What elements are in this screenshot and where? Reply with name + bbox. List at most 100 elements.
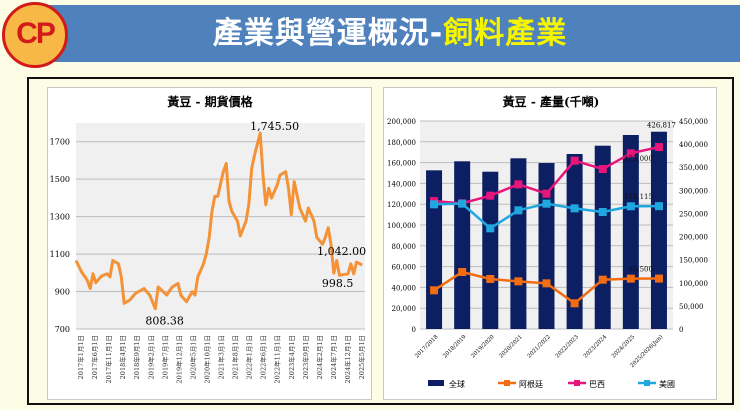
- price-line: [74, 131, 363, 311]
- chart-title: 黃豆 - 期貨價格: [166, 94, 253, 109]
- series-marker: [542, 189, 551, 198]
- data-label: 48,500: [628, 266, 653, 274]
- x-tick-label: 2022年11月1日: [273, 335, 282, 383]
- series-marker: [626, 274, 635, 283]
- x-tick-label: 2020/2021: [498, 334, 523, 359]
- x-tick-label: 2021年8月1日: [231, 335, 240, 379]
- title-banner: [40, 5, 740, 62]
- series-marker: [598, 275, 607, 284]
- y-tick-label: 1500: [50, 175, 70, 184]
- chart-title: 黃豆 - 產量(千噸): [502, 94, 600, 109]
- series-marker: [486, 274, 495, 283]
- right-y-tick-label: 200,000: [679, 234, 708, 242]
- series-marker: [430, 286, 439, 295]
- x-tick-label: 2023/2024: [583, 334, 609, 360]
- x-tick-label: 2019/2020: [470, 334, 496, 360]
- x-tick-label: 2017年6月1日: [90, 335, 99, 379]
- legend-label: 全球: [449, 379, 465, 389]
- series-marker: [654, 143, 663, 151]
- left-y-tick-label: 120,000: [387, 201, 416, 209]
- data-label: 426,817: [647, 122, 676, 130]
- legend-swatch: [428, 380, 444, 386]
- series-marker: [486, 224, 495, 233]
- right-y-tick-label: 50,000: [679, 303, 704, 311]
- series-marker: [570, 299, 579, 308]
- left-y-tick-label: 160,000: [387, 160, 416, 168]
- series-marker: [598, 208, 607, 216]
- x-tick-label: 2024年7月1日: [329, 335, 338, 379]
- series-marker: [542, 199, 551, 208]
- production-chart-panel: 黃豆 - 產量(千噸) 0 20,000 40,000 60,000 80,000 100,…: [383, 87, 717, 400]
- left-y-tick-label: 80,000: [392, 243, 417, 251]
- bar-global: [622, 135, 639, 329]
- y-tick-label: 1100: [50, 250, 70, 259]
- series-marker: [486, 191, 495, 200]
- production-chart: 黃豆 - 產量(千噸) 0 20,000 40,000 60,000 80,000 100,…: [387, 94, 708, 389]
- x-tick-label: 2017/2018: [414, 334, 440, 360]
- bar-global: [426, 170, 443, 329]
- legend-label: 巴西: [589, 380, 605, 389]
- price-chart: 黃豆 - 期貨價格 700 900 1100 1300 1500 1700 2017年1月1日…: [50, 94, 367, 383]
- right-y-tick-label: 150,000: [679, 257, 708, 265]
- series-marker: [570, 156, 579, 165]
- price-chart-panel: 黃豆 - 期貨價格 700 900 1100 1300 1500 1700 2017年1月1日…: [47, 87, 372, 400]
- data-label: 1,042.00: [317, 245, 366, 258]
- series-marker: [514, 180, 523, 189]
- bar-global: [482, 171, 499, 329]
- x-tick-label: 2024/2025: [611, 334, 637, 360]
- x-tick-label: 2018/2019: [442, 334, 468, 360]
- x-tick-label: 2022/2023: [555, 334, 581, 360]
- data-label: 998.5: [322, 277, 354, 290]
- series-marker: [654, 274, 663, 283]
- x-tick-label: 2020年5月1日: [188, 335, 197, 379]
- x-tick-label: 2018年9月1日: [132, 335, 141, 379]
- x-tick-label: 2020年10月1日: [202, 335, 211, 383]
- left-y-tick-label: 100,000: [387, 222, 416, 230]
- x-tick-label: 2019年2月1日: [146, 335, 155, 379]
- legend-marker: [574, 380, 580, 386]
- x-tick-label: 2024年2月1日: [315, 335, 324, 379]
- right-y-tick-label: 450,000: [679, 118, 708, 126]
- right-y-tick-label: 350,000: [679, 164, 708, 172]
- left-y-tick-label: 60,000: [392, 264, 417, 272]
- right-y-tick-label: 250,000: [679, 210, 708, 218]
- left-y-tick-label: 200,000: [387, 118, 416, 126]
- right-y-tick-label: 0: [679, 326, 683, 334]
- title-main: 產業與營運概況-: [212, 16, 444, 51]
- left-y-tick-label: 20,000: [392, 305, 417, 313]
- legend-label: 美國: [659, 379, 675, 389]
- x-tick-label: 2019年12月1日: [174, 335, 183, 383]
- series-marker: [514, 277, 523, 286]
- bar-global: [566, 154, 583, 329]
- series-marker: [654, 202, 663, 211]
- legend-marker: [504, 380, 510, 386]
- series-marker: [458, 199, 467, 208]
- series-marker: [542, 279, 551, 288]
- x-tick-label: 2021年3月1日: [217, 335, 226, 379]
- x-tick-label: 2022年6月1日: [259, 335, 268, 379]
- series-marker: [514, 206, 523, 215]
- x-tick-label: 2024年12月1日: [343, 335, 352, 383]
- series-marker: [626, 202, 635, 211]
- series-marker: [570, 204, 579, 213]
- bar-global: [594, 145, 611, 329]
- x-tick-label: 2018年4月1日: [118, 335, 127, 379]
- data-label: 175,000: [624, 155, 653, 163]
- logo-text: CP: [16, 17, 56, 50]
- y-tick-label: 900: [55, 288, 70, 297]
- right-y-tick-label: 300,000: [679, 187, 708, 195]
- x-tick-label: 2025年5月1日: [357, 335, 366, 379]
- y-tick-label: 700: [55, 325, 70, 334]
- data-label: 118,115: [624, 193, 653, 201]
- x-tick-label: 2023年4月1日: [287, 335, 296, 379]
- page-title: 產業與營運概況-飼料產業: [40, 5, 740, 62]
- series-marker: [626, 149, 635, 158]
- x-tick-label: 2022年1月1日: [245, 335, 254, 379]
- x-tick-label: 2023年9月1日: [301, 335, 310, 379]
- x-tick-label: 2019年7月1日: [160, 335, 169, 379]
- series-marker: [598, 165, 607, 174]
- x-tick-label: 2017年1月1日: [76, 335, 85, 379]
- data-label: 808.38: [145, 315, 184, 328]
- bar-global: [510, 158, 527, 329]
- y-tick-label: 1300: [50, 213, 70, 222]
